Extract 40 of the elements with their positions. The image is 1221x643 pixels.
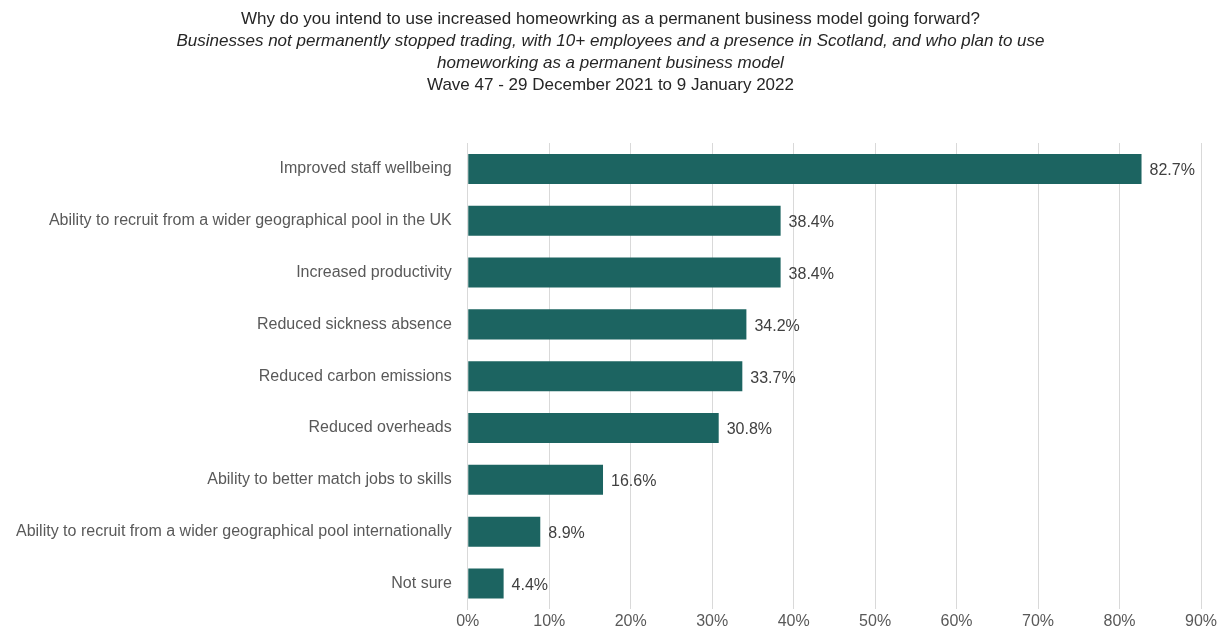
bar bbox=[468, 205, 781, 236]
data-label: 82.7% bbox=[1149, 161, 1195, 179]
bar bbox=[468, 257, 781, 288]
x-tick-label: 70% bbox=[1022, 612, 1055, 630]
bar bbox=[468, 464, 604, 495]
y-tick-label: Increased productivity bbox=[296, 262, 452, 280]
x-tick-label: 60% bbox=[940, 612, 973, 630]
data-label: 38.4% bbox=[788, 213, 834, 231]
bar bbox=[468, 361, 743, 392]
y-tick-label: Ability to recruit from a wider geographical pool in the UK bbox=[48, 211, 453, 229]
x-tick-label: 30% bbox=[696, 612, 729, 630]
x-tick-label: 50% bbox=[859, 612, 892, 630]
y-tick-label: Reduced sickness absence bbox=[256, 314, 452, 332]
chart-title: Why do you intend to use increased homeowrking as a permanent business model going forward? bbox=[240, 8, 981, 30]
data-label: 30.8% bbox=[726, 420, 773, 438]
x-tick-label: 10% bbox=[533, 612, 566, 630]
bar bbox=[468, 516, 541, 547]
data-label: 34.2% bbox=[754, 316, 800, 334]
y-tick-label: Ability to better match jobs to skills bbox=[207, 470, 452, 488]
data-label: 38.4% bbox=[788, 264, 834, 282]
x-tick-label: 90% bbox=[1184, 612, 1218, 630]
y-tick-label: Reduced carbon emissions bbox=[258, 366, 452, 384]
bar bbox=[468, 153, 1142, 184]
y-tick-label: Improved staff wellbeing bbox=[279, 159, 452, 177]
bar bbox=[468, 309, 747, 340]
bar bbox=[468, 412, 719, 444]
data-label: 16.6% bbox=[611, 472, 657, 490]
x-tick-label: 20% bbox=[614, 612, 647, 630]
y-tick-label: Ability to recruit from a wider geographical pool internationally bbox=[15, 522, 452, 540]
text: Wave 47 - 29 December 2021 to 9 January 2022 bbox=[426, 74, 795, 96]
bar bbox=[468, 568, 504, 599]
data-label: 33.7% bbox=[750, 368, 796, 386]
chart-subtitle: Businesses not permanently stopped trading, with 10+ employees and a presence in Scotland, and who plan to use homeworking as a permanent business model bbox=[175, 30, 1046, 74]
data-label: 8.9% bbox=[548, 524, 585, 542]
x-tick-label: 80% bbox=[1103, 612, 1136, 630]
data-label: 4.4% bbox=[511, 575, 549, 593]
x-tick-label: 0% bbox=[456, 612, 480, 630]
x-tick-label: 40% bbox=[777, 612, 810, 630]
y-tick-label: Not sure bbox=[391, 573, 452, 591]
y-tick-label: Reduced overheads bbox=[308, 418, 452, 436]
